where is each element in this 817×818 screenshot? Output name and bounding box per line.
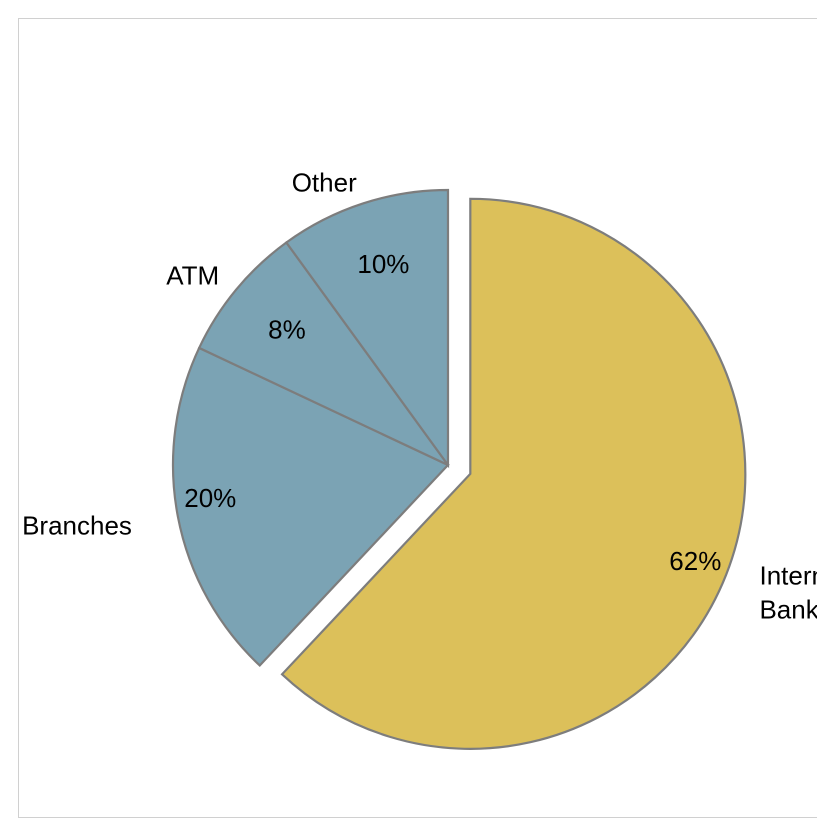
pie-slices [171, 188, 747, 750]
pie-labels: 62% Internet Banking 20% Branches 8% ATM 10% Oth… [22, 168, 817, 625]
slice-branches [171, 346, 450, 668]
slice-atm [197, 240, 449, 466]
value-label-branches: 20% [184, 483, 236, 513]
category-label-line: Other [292, 168, 357, 198]
category-label-atm: ATM [166, 261, 219, 291]
category-label-line: Banking [759, 594, 817, 624]
category-label-line: Branches [22, 510, 132, 540]
category-label-internet-banking: Internet Banking [759, 560, 817, 624]
category-label-line: Internet [759, 560, 817, 590]
category-label-line: ATM [166, 261, 219, 291]
value-label-other: 10% [357, 249, 409, 279]
slice-other [284, 188, 450, 469]
slice-internet-banking [280, 197, 747, 750]
value-label-atm: 8% [268, 315, 306, 345]
value-label-internet-banking: 62% [669, 546, 721, 576]
category-label-branches: Branches [22, 510, 132, 540]
category-label-other: Other [292, 168, 357, 198]
